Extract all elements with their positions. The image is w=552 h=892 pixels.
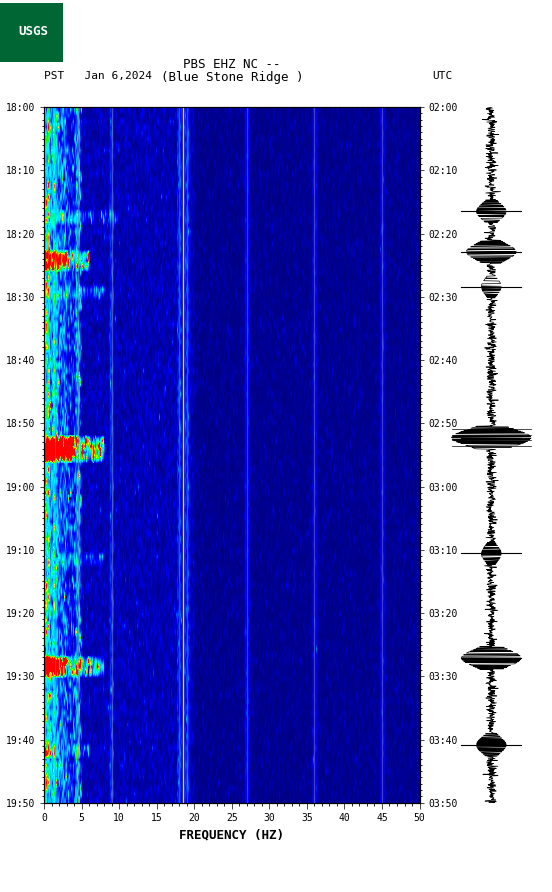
Text: PST   Jan 6,2024: PST Jan 6,2024: [44, 71, 152, 81]
FancyBboxPatch shape: [0, 3, 63, 62]
Text: UTC: UTC: [432, 71, 453, 81]
Text: USGS: USGS: [18, 25, 48, 37]
Text: (Blue Stone Ridge ): (Blue Stone Ridge ): [161, 71, 303, 85]
Text: PBS EHZ NC --: PBS EHZ NC --: [183, 58, 280, 71]
X-axis label: FREQUENCY (HZ): FREQUENCY (HZ): [179, 829, 284, 842]
